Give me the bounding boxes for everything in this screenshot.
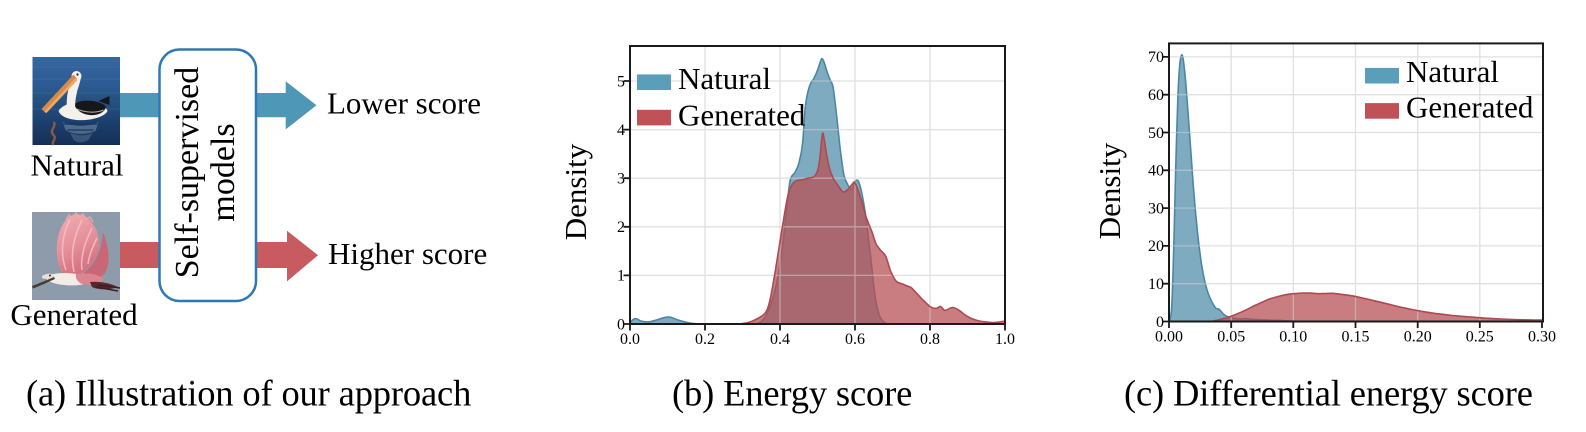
svg-text:4: 4 <box>617 122 625 139</box>
svg-text:Self-supervisedmodels: Self-supervisedmodels <box>169 67 242 279</box>
svg-text:20: 20 <box>1148 238 1164 255</box>
svg-text:5: 5 <box>617 73 625 90</box>
svg-text:Lower score: Lower score <box>327 86 481 121</box>
svg-text:Natural: Natural <box>31 148 124 183</box>
svg-text:0.8: 0.8 <box>920 331 940 348</box>
svg-text:0.00: 0.00 <box>1155 329 1183 346</box>
svg-text:0: 0 <box>617 316 625 333</box>
svg-text:Higher score: Higher score <box>328 236 487 271</box>
svg-text:0.2: 0.2 <box>695 331 715 348</box>
svg-text:50: 50 <box>1148 125 1164 142</box>
svg-text:Generated: Generated <box>678 98 806 133</box>
svg-text:Density: Density <box>558 143 593 240</box>
svg-text:1: 1 <box>617 268 625 285</box>
svg-text:70: 70 <box>1148 49 1164 66</box>
svg-text:Natural: Natural <box>1406 54 1499 89</box>
svg-text:2: 2 <box>617 219 625 236</box>
svg-text:0.30: 0.30 <box>1528 329 1556 346</box>
svg-text:(c) Differential energy score: (c) Differential energy score <box>1124 373 1533 414</box>
svg-text:0.25: 0.25 <box>1466 329 1494 346</box>
svg-text:30: 30 <box>1148 200 1164 217</box>
svg-text:Density: Density <box>1092 142 1127 239</box>
svg-text:3: 3 <box>617 171 625 188</box>
svg-text:0.20: 0.20 <box>1404 329 1432 346</box>
svg-text:Generated: Generated <box>10 297 138 332</box>
svg-text:1.0: 1.0 <box>995 331 1015 348</box>
svg-text:0.6: 0.6 <box>845 331 865 348</box>
svg-text:(a) Illustration of our approa: (a) Illustration of our approach <box>26 373 471 414</box>
svg-text:0.15: 0.15 <box>1342 329 1370 346</box>
svg-text:0.05: 0.05 <box>1217 329 1245 346</box>
svg-text:10: 10 <box>1148 276 1164 293</box>
svg-text:(b) Energy score: (b) Energy score <box>672 373 912 414</box>
svg-text:Natural: Natural <box>678 61 771 96</box>
svg-text:0.10: 0.10 <box>1279 329 1307 346</box>
svg-text:40: 40 <box>1148 163 1164 180</box>
svg-text:0: 0 <box>1156 314 1164 331</box>
svg-text:0.4: 0.4 <box>770 331 790 348</box>
svg-text:Generated: Generated <box>1406 90 1534 125</box>
svg-text:0.0: 0.0 <box>620 331 640 348</box>
svg-text:60: 60 <box>1148 87 1164 104</box>
